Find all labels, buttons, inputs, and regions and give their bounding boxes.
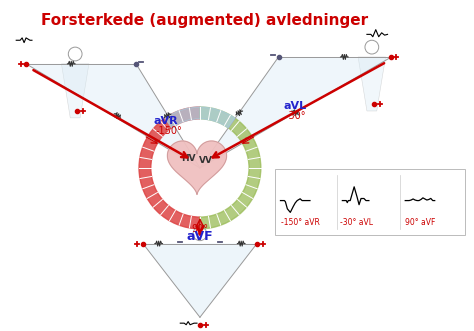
Polygon shape bbox=[167, 141, 227, 195]
Text: 90°: 90° bbox=[191, 224, 209, 234]
FancyBboxPatch shape bbox=[274, 169, 465, 235]
Polygon shape bbox=[358, 57, 385, 111]
Wedge shape bbox=[139, 107, 200, 229]
Text: aVR: aVR bbox=[154, 116, 178, 126]
Text: -150°: -150° bbox=[156, 126, 182, 136]
Text: Forsterkede (augmented) avledninger: Forsterkede (augmented) avledninger bbox=[41, 13, 368, 28]
Wedge shape bbox=[165, 107, 235, 128]
Text: 90° aVF: 90° aVF bbox=[405, 218, 436, 227]
Wedge shape bbox=[200, 107, 261, 229]
Text: -30°: -30° bbox=[285, 111, 306, 121]
Text: -150° aVR: -150° aVR bbox=[282, 218, 320, 227]
Polygon shape bbox=[26, 64, 200, 168]
Text: -30° aVL: -30° aVL bbox=[340, 218, 374, 227]
Text: aVL: aVL bbox=[283, 101, 307, 111]
Polygon shape bbox=[200, 57, 392, 168]
Polygon shape bbox=[143, 244, 257, 317]
Text: VV: VV bbox=[199, 156, 213, 165]
Text: HV: HV bbox=[181, 154, 195, 163]
Polygon shape bbox=[62, 64, 89, 118]
Text: aVF: aVF bbox=[187, 230, 213, 243]
